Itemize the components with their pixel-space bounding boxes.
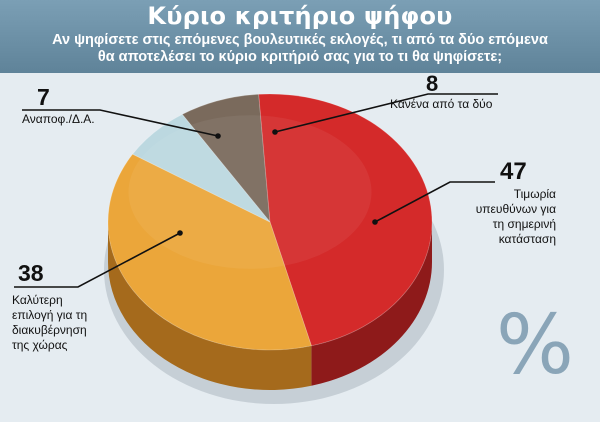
category-label-line: Αναποφ./Δ.Α. (22, 112, 95, 126)
pie-slice (181, 93, 271, 224)
leader-line-timoria (374, 181, 495, 223)
category-label-kanena: Κανένα από τα δύο (390, 97, 492, 112)
leader-dot (177, 230, 183, 236)
percent-symbol: % (496, 298, 574, 393)
category-label-line: υπευθύνων για (475, 202, 556, 216)
leader-dot (215, 133, 221, 139)
pie-slice (258, 93, 433, 347)
chart-subtitle: Αν ψηφίσετε στις επόμενες βουλευτικές εκ… (0, 32, 600, 66)
subtitle-line-1: Αν ψηφίσετε στις επόμενες βουλευτικές εκ… (52, 32, 548, 48)
leader-line-kalyteri (14, 232, 181, 288)
category-label-line: κατάσταση (498, 232, 556, 246)
leader-line-kanena (274, 93, 498, 133)
leader-dot (372, 219, 378, 225)
subtitle-line-2: θα αποτελέσει το κύριο κριτήριό σας για … (97, 49, 503, 65)
value-label-kanena: 8 (426, 71, 439, 96)
pie-slice-side (108, 222, 312, 390)
category-label-timoria: Τιμωρία υπευθύνων για τη σημερινή κατάστ… (448, 187, 556, 247)
category-label-anapof: Αναποφ./Δ.Α. (22, 112, 95, 127)
chart-title: Κύριο κριτήριο ψήφου (147, 2, 453, 30)
category-label-line: Καλύτερη (12, 293, 63, 307)
category-label-line: της χώρας (12, 338, 68, 352)
pie-slice-side (311, 222, 432, 386)
header-banner: Κύριο κριτήριο ψήφου Αν ψηφίσετε στις επ… (0, 0, 600, 73)
value-label-timoria: 47 (500, 158, 527, 185)
category-label-line: Κανένα από τα δύο (390, 97, 493, 111)
leader-line-anapof (22, 109, 219, 137)
category-label-line: τη σημερινή (492, 217, 556, 231)
category-label-line: επιλογή για τη (12, 308, 88, 322)
pie-highlight (128, 115, 372, 269)
pie-slice (107, 153, 312, 351)
pie-slice (131, 113, 271, 223)
category-label-line: διακυβέρνηση (12, 323, 87, 337)
category-label-kalyteri: Καλύτερη επιλογή για τη διακυβέρνηση της… (12, 293, 132, 353)
value-label-kalyteri: 38 (18, 260, 44, 286)
leader-dot (272, 129, 278, 135)
value-label-anapof: 7 (37, 84, 50, 110)
category-label-line: Τιμωρία (513, 187, 556, 201)
